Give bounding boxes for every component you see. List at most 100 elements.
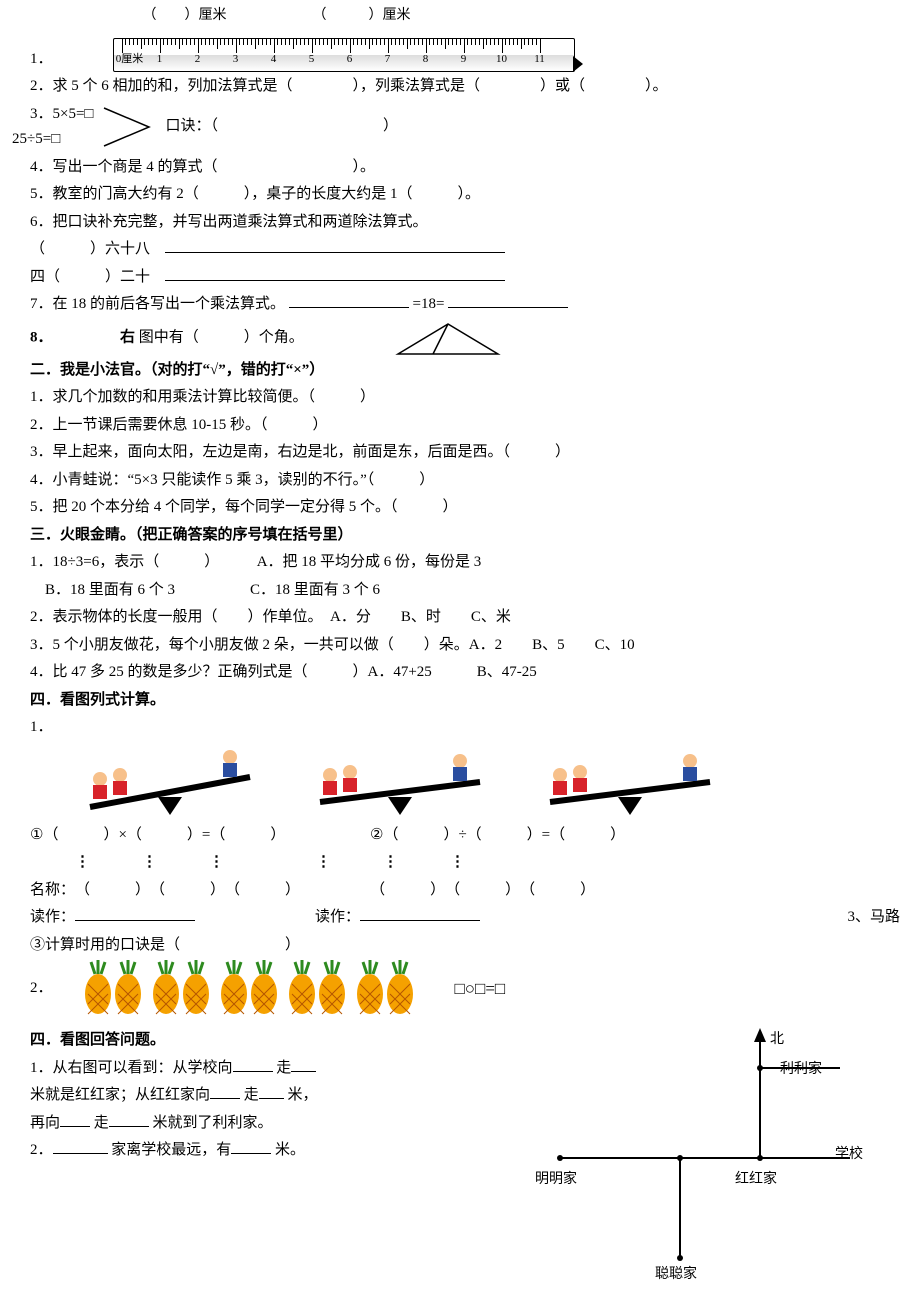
side-note: 3、马路 bbox=[847, 905, 900, 931]
q6-l1: （ ）六十八 bbox=[30, 237, 890, 263]
ruler-minor-tick bbox=[429, 39, 430, 45]
ruler-minor-tick bbox=[369, 39, 370, 49]
paren: （ ） bbox=[225, 878, 300, 904]
map-congcong: 聪聪家 bbox=[655, 1263, 697, 1287]
read1-label: 读作： bbox=[30, 905, 75, 931]
ruler-number: 10 bbox=[496, 50, 507, 69]
ruler-minor-tick bbox=[384, 39, 385, 45]
q6-l2-blank[interactable] bbox=[165, 265, 505, 281]
ruler-minor-tick bbox=[399, 39, 400, 45]
s4b-l4a: 2． bbox=[30, 1142, 53, 1158]
map-mingming: 明明家 bbox=[535, 1168, 577, 1192]
map: 北 利利家 学校 明明家 红红家 聪聪家 bbox=[500, 1028, 870, 1288]
pineapple-pair-icon bbox=[151, 960, 211, 1018]
ruler-minor-tick bbox=[247, 39, 248, 45]
ruler-minor-tick bbox=[175, 39, 176, 45]
q6-l1-text: （ ）六十八 bbox=[30, 241, 165, 257]
ruler-minor-tick bbox=[490, 39, 491, 45]
ruler-minor-tick bbox=[395, 39, 396, 45]
s4b-l4b: 家离学校最远，有 bbox=[111, 1142, 231, 1158]
ruler-minor-tick bbox=[380, 39, 381, 45]
q4: 4．写出一个商是 4 的算式（ ）。 bbox=[30, 155, 890, 181]
ruler-minor-tick bbox=[255, 39, 256, 49]
pineapple-row bbox=[83, 960, 415, 1018]
ruler-minor-tick bbox=[513, 39, 514, 45]
ruler-minor-tick bbox=[521, 39, 522, 49]
ruler-minor-tick bbox=[266, 39, 267, 45]
q8: 8． 右 图中有（ ）个角。 bbox=[30, 320, 890, 356]
ruler-minor-tick bbox=[243, 39, 244, 45]
q8-bold: 右 bbox=[120, 329, 135, 345]
blank[interactable] bbox=[291, 1056, 316, 1072]
ruler-minor-tick bbox=[334, 39, 335, 45]
blank[interactable] bbox=[259, 1083, 284, 1099]
ruler-minor-tick bbox=[270, 39, 271, 45]
blank[interactable] bbox=[60, 1111, 90, 1127]
ruler-number: 1 bbox=[157, 50, 163, 69]
pineapple-pair-icon bbox=[83, 960, 143, 1018]
seesaw-2-icon bbox=[300, 747, 500, 817]
eq2: ②（ ）÷（ ）=（ ） bbox=[370, 823, 625, 849]
ruler-minor-tick bbox=[357, 39, 358, 45]
s4b-l2b: 走 bbox=[244, 1087, 259, 1103]
s3-i4: 4．比 47 多 25 的数是多少？正确列式是（ ）A．47+25 B、47-2… bbox=[30, 660, 890, 686]
paren: （ ） bbox=[445, 878, 520, 904]
blank[interactable] bbox=[53, 1138, 108, 1154]
vdots-icon: ⋮ bbox=[316, 850, 328, 876]
q7-blank2[interactable] bbox=[448, 292, 568, 308]
ruler-minor-tick bbox=[323, 39, 324, 45]
vdots-row: ⋮ ⋮ ⋮ ⋮ ⋮ ⋮ bbox=[30, 850, 890, 876]
ruler-minor-tick bbox=[361, 39, 362, 45]
s4a-n2: 2． bbox=[30, 976, 53, 1002]
ruler-number: 2 bbox=[195, 50, 201, 69]
ruler-minor-tick bbox=[171, 39, 172, 45]
blank[interactable] bbox=[109, 1111, 149, 1127]
blank[interactable] bbox=[233, 1056, 273, 1072]
ruler-minor-tick bbox=[228, 39, 229, 45]
ruler-minor-tick bbox=[186, 39, 187, 45]
paren: （ ） bbox=[370, 878, 445, 904]
vdots-icon: ⋮ bbox=[383, 850, 395, 876]
ruler-minor-tick bbox=[148, 39, 149, 45]
q6-l2: 四（ ）二十 bbox=[30, 265, 890, 291]
read2-blank[interactable] bbox=[360, 905, 480, 921]
ruler-minor-tick bbox=[129, 39, 130, 45]
ruler-minor-tick bbox=[372, 39, 373, 45]
ruler-minor-tick bbox=[315, 39, 316, 45]
q6-l2-text: 四（ ）二十 bbox=[30, 269, 165, 285]
s4b-l2a: 米就是红红家；从红红家向 bbox=[30, 1087, 210, 1103]
vdots-icon: ⋮ bbox=[209, 850, 221, 876]
q6-l1-blank[interactable] bbox=[165, 237, 505, 253]
ruler-minor-tick bbox=[137, 39, 138, 45]
read1-blank[interactable] bbox=[75, 905, 195, 921]
ruler-tear-icon bbox=[573, 56, 583, 72]
blank[interactable] bbox=[231, 1138, 271, 1154]
ruler-minor-tick bbox=[285, 39, 286, 45]
q7-blank1[interactable] bbox=[289, 292, 409, 308]
ruler-minor-tick bbox=[407, 39, 408, 49]
ruler-number: 7 bbox=[385, 50, 391, 69]
s4b-l1a: 1．从右图可以看到：从学校向 bbox=[30, 1060, 233, 1076]
read-row: 读作： 读作： 3、马路 bbox=[30, 905, 890, 931]
ruler-minor-tick bbox=[289, 39, 290, 45]
ruler-minor-tick bbox=[133, 39, 134, 45]
eq-row: ①（ ）×（ ）=（ ） ②（ ）÷（ ）=（ ） bbox=[30, 823, 890, 849]
ruler-minor-tick bbox=[205, 39, 206, 45]
q8-rest: 图中有（ ）个角。 bbox=[139, 329, 304, 345]
ruler-minor-tick bbox=[217, 39, 218, 49]
ruler-minor-tick bbox=[209, 39, 210, 45]
blank[interactable] bbox=[210, 1083, 240, 1099]
ruler-minor-tick bbox=[319, 39, 320, 45]
s4b-l1b: 走 bbox=[276, 1060, 291, 1076]
s4b-l1: 1．从右图可以看到：从学校向 走 bbox=[30, 1056, 460, 1082]
ruler-minor-tick bbox=[179, 39, 180, 49]
read2-label: 读作： bbox=[315, 905, 360, 931]
angle-bracket-icon bbox=[99, 106, 159, 148]
ruler: （ ）厘米 （ ）厘米 0厘米 1234567891011 bbox=[113, 22, 573, 72]
ruler-minor-tick bbox=[448, 39, 449, 45]
ruler-minor-tick bbox=[342, 39, 343, 45]
ruler-minor-tick bbox=[524, 39, 525, 45]
vdots-icon: ⋮ bbox=[142, 850, 154, 876]
ruler-minor-tick bbox=[528, 39, 529, 45]
s4b-l2: 米就是红红家；从红红家向 走 米， bbox=[30, 1083, 460, 1109]
